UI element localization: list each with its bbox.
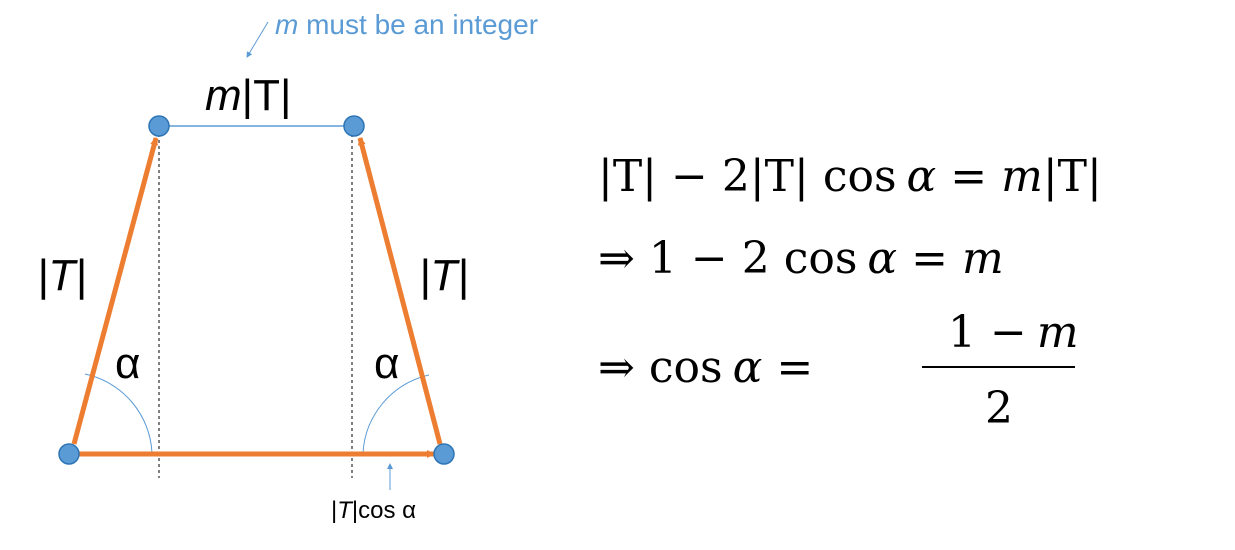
eq1-var: m bbox=[1001, 151, 1043, 202]
projection-prefix: | bbox=[331, 497, 337, 524]
eq2-equals: = bbox=[911, 233, 948, 284]
eq2-var: m bbox=[962, 233, 1004, 284]
top-annotation-pointer bbox=[246, 21, 269, 58]
eq1-equals: = bbox=[950, 151, 987, 202]
numerator-num: 1 − bbox=[948, 307, 1027, 358]
right-side-label: |T| bbox=[419, 251, 469, 300]
eq1-right: |T| bbox=[1043, 151, 1102, 202]
right-angle-label: α bbox=[374, 339, 399, 388]
projection-suffix: |cos α bbox=[352, 497, 416, 524]
eq3-arrow: ⇒ bbox=[598, 342, 635, 393]
eq3-equals: = bbox=[776, 342, 813, 393]
annotation-text: must be an integer bbox=[298, 9, 538, 40]
left-side-label: |T| bbox=[37, 251, 87, 300]
right-side-arrow bbox=[357, 137, 443, 445]
node-top-right bbox=[343, 115, 365, 137]
fraction-denominator: 2 bbox=[985, 383, 1013, 434]
fraction-numerator: 1 − m bbox=[948, 307, 1079, 358]
top-length-rest: |T| bbox=[242, 71, 292, 120]
eq1-alpha: α bbox=[907, 151, 937, 202]
node-bottom-left bbox=[58, 443, 80, 465]
left-angle-label: α bbox=[115, 339, 140, 388]
top-length-var: m bbox=[205, 71, 242, 120]
left-angle-arc bbox=[84, 373, 153, 454]
integer-annotation: m must be an integer bbox=[275, 9, 538, 40]
equation-line-2: ⇒ 1 − 2 cos α = m bbox=[598, 233, 1004, 284]
node-bottom-right bbox=[433, 443, 455, 465]
annotation-var: m bbox=[275, 9, 298, 40]
eq3-left: cos bbox=[649, 342, 723, 393]
eq3-alpha: α bbox=[733, 342, 763, 393]
right-angle-arc bbox=[362, 374, 430, 454]
numerator-var: m bbox=[1037, 307, 1079, 358]
projection-annotation: |T|cos α bbox=[331, 497, 416, 524]
top-length-label: m|T| bbox=[205, 71, 291, 120]
eq1-left: |T| − 2|T| cos bbox=[598, 151, 897, 202]
eq2-alpha: α bbox=[867, 233, 897, 284]
eq2-arrow: ⇒ bbox=[598, 233, 635, 284]
node-top-left bbox=[148, 115, 170, 137]
equation-line-3: ⇒ cos α = bbox=[598, 342, 813, 393]
projection-var: T bbox=[337, 497, 354, 524]
eq2-left: 1 − 2 cos bbox=[649, 233, 858, 284]
equation-line-1: |T| − 2|T| cos α = m|T| bbox=[598, 151, 1102, 202]
left-side-arrow bbox=[71, 137, 159, 445]
